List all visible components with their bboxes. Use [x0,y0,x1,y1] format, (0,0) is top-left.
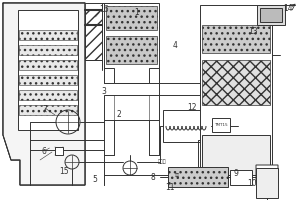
Bar [149,68,159,83]
Text: 2: 2 [116,110,121,119]
Text: 15: 15 [60,166,69,176]
Bar [106,36,157,64]
Bar [19,105,77,115]
Text: 13: 13 [249,27,258,36]
Text: 6: 6 [42,146,47,156]
Bar [230,170,252,185]
Bar [212,118,230,132]
Bar [200,5,272,175]
Bar [55,147,63,155]
Bar [19,90,77,100]
Text: 11: 11 [166,182,175,192]
Text: 1: 1 [134,8,139,17]
Polygon shape [3,3,85,185]
Text: 16: 16 [100,5,109,14]
Bar [19,75,77,85]
Bar [106,6,157,30]
Text: 4: 4 [173,42,178,50]
Bar [202,25,270,53]
Bar [19,30,77,40]
Bar [256,168,278,198]
Text: 石灿: 石灿 [175,173,179,177]
Text: 7: 7 [42,105,47,114]
Bar [85,10,102,60]
Text: 5: 5 [92,174,97,184]
Polygon shape [3,3,85,185]
Text: 14: 14 [283,4,293,13]
Text: 9: 9 [233,170,238,178]
Text: 8: 8 [151,173,155,182]
Bar [18,10,78,130]
Bar [202,135,270,175]
Bar [202,60,270,105]
Bar [19,60,77,70]
Bar [163,110,211,142]
Bar [19,45,77,55]
Text: 活性炭: 活性炭 [158,160,166,164]
Bar [257,5,285,25]
Text: 3: 3 [101,86,106,96]
Bar [104,95,159,120]
Text: 10: 10 [247,180,257,188]
Text: TMT15: TMT15 [214,123,228,127]
Bar [260,8,282,22]
Bar [104,3,159,83]
Polygon shape [256,165,278,190]
Bar [104,68,114,83]
Text: 12: 12 [187,104,197,112]
Bar [168,167,228,187]
